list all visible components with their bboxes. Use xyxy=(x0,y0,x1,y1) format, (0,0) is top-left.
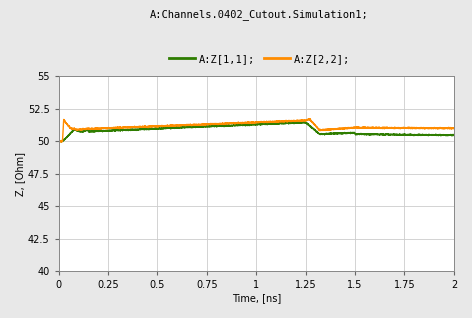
X-axis label: Time, [ns]: Time, [ns] xyxy=(232,293,281,303)
Line: A:Z[2,2];: A:Z[2,2]; xyxy=(59,119,454,142)
Y-axis label: Z, [Ohm]: Z, [Ohm] xyxy=(15,152,25,196)
A:Z[2,2]; xyxy=(225,121,230,125)
A:Z[1,1]; xyxy=(59,140,64,144)
A:Z[1,1]; xyxy=(295,120,301,124)
A:Z[1,1]; xyxy=(444,133,449,136)
Legend: A:Z[1,1];, A:Z[2,2];: A:Z[1,1];, A:Z[2,2]; xyxy=(165,50,354,68)
A:Z[1,1]; xyxy=(225,124,230,128)
A:Z[1,1]; xyxy=(401,133,406,136)
A:Z[1,1]; xyxy=(208,125,213,129)
A:Z[2,2]; xyxy=(59,140,64,144)
A:Z[1,1]; xyxy=(56,139,61,142)
A:Z[1,1]; xyxy=(451,133,457,137)
A:Z[2,2]; xyxy=(306,117,312,121)
A:Z[1,1]; xyxy=(101,129,107,133)
A:Z[2,2]; xyxy=(101,127,107,130)
Line: A:Z[1,1];: A:Z[1,1]; xyxy=(59,122,454,142)
A:Z[2,2]; xyxy=(125,125,130,129)
A:Z[2,2]; xyxy=(444,127,449,130)
A:Z[2,2]; xyxy=(208,122,213,126)
Text: A:Channels.0402_Cutout.Simulation1;: A:Channels.0402_Cutout.Simulation1; xyxy=(150,10,369,20)
A:Z[2,2]; xyxy=(56,139,61,142)
A:Z[2,2]; xyxy=(401,126,406,130)
A:Z[2,2]; xyxy=(451,126,457,130)
A:Z[1,1]; xyxy=(125,128,130,132)
